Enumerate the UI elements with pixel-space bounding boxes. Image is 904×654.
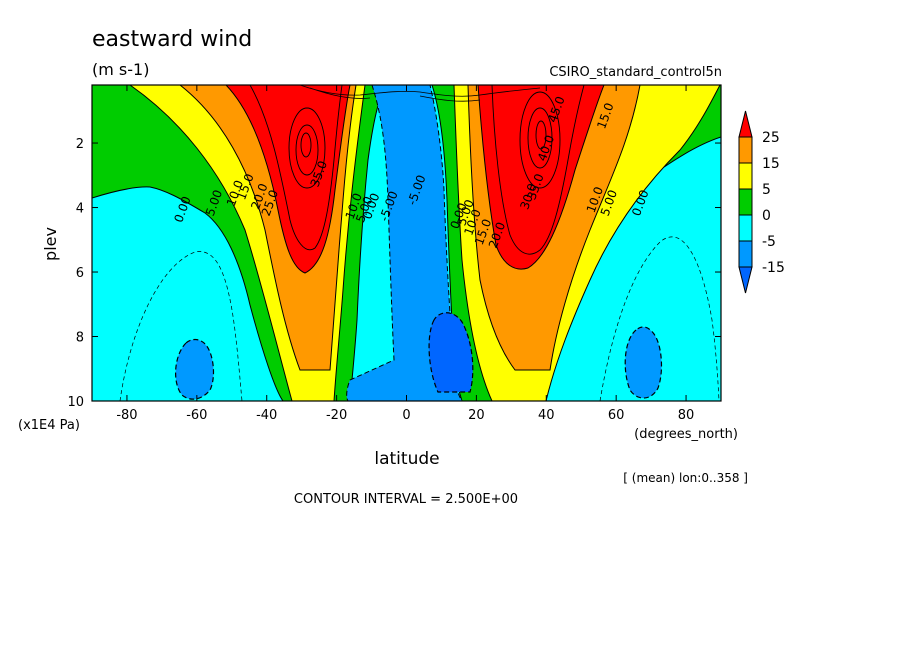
averaging-note: [ (mean) lon:0..358 ] bbox=[623, 471, 748, 485]
y-tick-label: 2 bbox=[76, 137, 84, 152]
colorbar-label: -15 bbox=[762, 260, 785, 276]
colorbar-segment bbox=[738, 162, 753, 190]
colorbar-segment bbox=[738, 214, 753, 242]
colorbar-segment bbox=[738, 188, 753, 216]
x-tick-label: -80 bbox=[116, 408, 137, 423]
y-axis: 2 4 6 8 10 bbox=[67, 137, 721, 410]
x-tick-label: 80 bbox=[678, 408, 695, 423]
field-blob-65n bbox=[624, 326, 663, 399]
plot-area bbox=[92, 85, 721, 401]
chart-title: eastward wind bbox=[92, 27, 252, 52]
contour-negative-north bbox=[599, 236, 720, 401]
colorbar-label: 0 bbox=[762, 208, 771, 224]
y-axis-label: plev bbox=[41, 227, 60, 261]
y-tick-label: 6 bbox=[76, 266, 84, 281]
colorbar-segment bbox=[738, 136, 753, 164]
contour-negative-south bbox=[119, 251, 243, 401]
x-tick-label: -20 bbox=[326, 408, 347, 423]
field-blob-10n bbox=[428, 312, 474, 393]
x-axis: -80 -60 -40 -20 0 20 40 60 80 bbox=[116, 85, 694, 423]
colorbar-top-arrow bbox=[738, 110, 753, 138]
colorbar-label: -5 bbox=[762, 234, 776, 250]
dataset-label: CSIRO_standard_control5n bbox=[549, 65, 722, 80]
y-tick-label: 4 bbox=[76, 202, 84, 217]
colorbar-label: 15 bbox=[762, 156, 780, 172]
jet-core-contours bbox=[249, 85, 585, 255]
colorbar: 25 15 5 0 -5 -15 bbox=[738, 110, 785, 294]
x-axis-label: latitude bbox=[374, 449, 439, 469]
colorbar-bottom-arrow bbox=[738, 266, 753, 294]
colorbar-label: 5 bbox=[762, 182, 771, 198]
y-tick-label: 10 bbox=[67, 395, 84, 410]
field-band-25-plus-north bbox=[477, 85, 605, 270]
field-band-25-plus-south bbox=[225, 85, 351, 274]
colorbar-segment bbox=[738, 240, 753, 268]
y-tick-label: 8 bbox=[76, 331, 84, 346]
field-blob-60s bbox=[175, 338, 215, 400]
x-tick-label: -40 bbox=[256, 408, 277, 423]
x-tick-label: 40 bbox=[538, 408, 555, 423]
colorbar-label: 25 bbox=[762, 130, 780, 146]
x-tick-label: 60 bbox=[608, 408, 625, 423]
upper-dense-contours bbox=[299, 85, 541, 102]
x-tick-label: 0 bbox=[402, 408, 410, 423]
x-axis-units: (degrees_north) bbox=[634, 427, 738, 442]
chart-units: (m s-1) bbox=[92, 60, 149, 79]
x-tick-label: 20 bbox=[468, 408, 485, 423]
contour-interval-note: CONTOUR INTERVAL = 2.500E+00 bbox=[294, 492, 518, 507]
x-tick-label: -60 bbox=[186, 408, 207, 423]
y-axis-units: (x1E4 Pa) bbox=[18, 418, 80, 433]
